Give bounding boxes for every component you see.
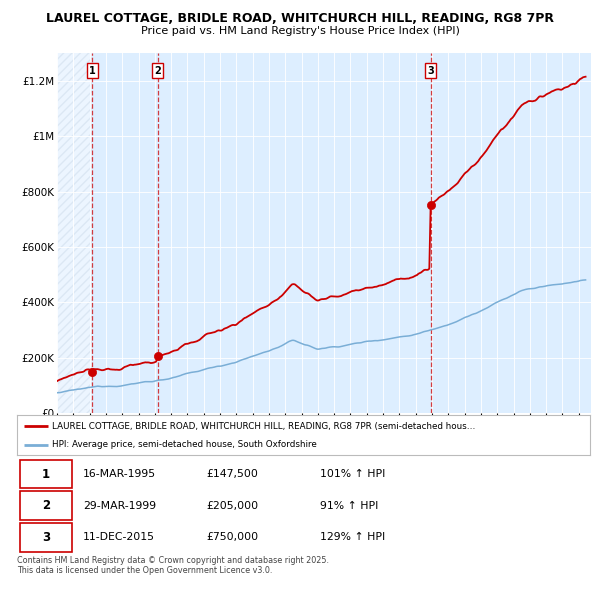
Bar xyxy=(57,53,92,413)
Text: Contains HM Land Registry data © Crown copyright and database right 2025.
This d: Contains HM Land Registry data © Crown c… xyxy=(17,556,329,575)
Point xyxy=(153,352,163,361)
Point xyxy=(426,201,436,210)
FancyBboxPatch shape xyxy=(20,460,73,489)
FancyBboxPatch shape xyxy=(20,491,73,520)
Text: £750,000: £750,000 xyxy=(206,532,258,542)
Text: 2: 2 xyxy=(154,65,161,76)
Text: LAUREL COTTAGE, BRIDLE ROAD, WHITCHURCH HILL, READING, RG8 7PR: LAUREL COTTAGE, BRIDLE ROAD, WHITCHURCH … xyxy=(46,12,554,25)
Text: 1: 1 xyxy=(42,468,50,481)
Text: HPI: Average price, semi-detached house, South Oxfordshire: HPI: Average price, semi-detached house,… xyxy=(52,440,317,449)
Text: LAUREL COTTAGE, BRIDLE ROAD, WHITCHURCH HILL, READING, RG8 7PR (semi-detached ho: LAUREL COTTAGE, BRIDLE ROAD, WHITCHURCH … xyxy=(52,422,476,431)
Text: £205,000: £205,000 xyxy=(206,501,258,510)
Text: 3: 3 xyxy=(42,530,50,543)
Text: 1: 1 xyxy=(89,65,96,76)
Text: 11-DEC-2015: 11-DEC-2015 xyxy=(83,532,155,542)
Text: 2: 2 xyxy=(42,499,50,512)
FancyBboxPatch shape xyxy=(20,523,73,552)
Point xyxy=(88,368,97,377)
Text: 16-MAR-1995: 16-MAR-1995 xyxy=(83,469,156,479)
Text: 29-MAR-1999: 29-MAR-1999 xyxy=(83,501,156,510)
Text: 129% ↑ HPI: 129% ↑ HPI xyxy=(320,532,386,542)
Text: 101% ↑ HPI: 101% ↑ HPI xyxy=(320,469,386,479)
Text: 3: 3 xyxy=(427,65,434,76)
Text: 91% ↑ HPI: 91% ↑ HPI xyxy=(320,501,379,510)
Text: Price paid vs. HM Land Registry's House Price Index (HPI): Price paid vs. HM Land Registry's House … xyxy=(140,26,460,36)
Text: £147,500: £147,500 xyxy=(206,469,258,479)
